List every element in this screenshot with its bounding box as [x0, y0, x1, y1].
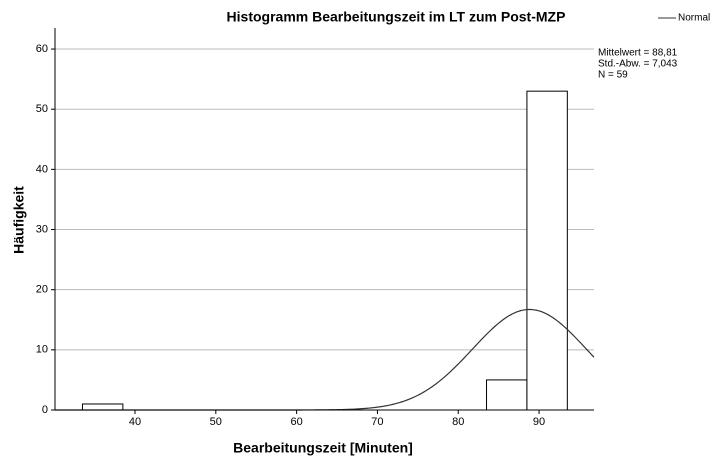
chart-title: Histogramm Bearbeitungszeit im LT zum Po…: [227, 9, 566, 25]
y-tick-label: 50: [36, 103, 48, 115]
x-tick-label: 70: [371, 416, 383, 428]
y-tick-label: 20: [36, 284, 48, 296]
x-tick-label: 40: [129, 416, 141, 428]
x-axis-label: Bearbeitungszeit [Minuten]: [233, 440, 413, 456]
stat-mean: Mittelwert = 88,81: [598, 48, 678, 59]
x-tick-label: 50: [210, 416, 222, 428]
x-tick-label: 80: [452, 416, 464, 428]
bar: [526, 90, 568, 411]
x-tick-label: 90: [533, 416, 545, 428]
stat-sd: Std.-Abw. = 7,043: [598, 59, 678, 70]
y-tick-label: 40: [36, 163, 48, 175]
x-tick-label: 60: [290, 416, 302, 428]
stat-n: N = 59: [598, 70, 628, 81]
legend-label: Normal: [678, 13, 710, 24]
bar: [486, 379, 528, 411]
y-tick-label: 30: [36, 223, 48, 235]
y-tick-label: 0: [42, 404, 48, 416]
y-tick-label: 60: [36, 43, 48, 55]
y-tick-label: 10: [36, 344, 48, 356]
bar: [81, 403, 124, 411]
y-axis-label: Häufigkeit: [11, 186, 27, 254]
